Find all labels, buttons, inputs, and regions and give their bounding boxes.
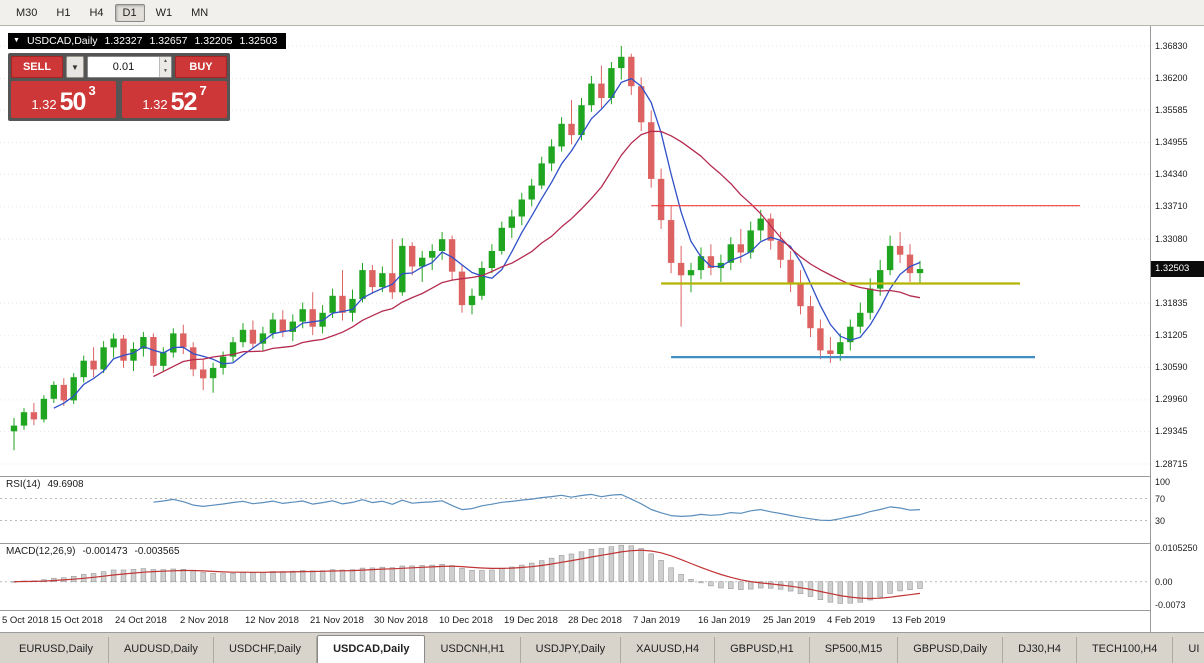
date-tick-label: 25 Jan 2019 (763, 615, 816, 626)
buy-button[interactable]: BUY (175, 56, 227, 78)
price-tick-label: 1.28715 (1155, 458, 1188, 469)
macd-tick-label: -0.0073 (1155, 600, 1186, 610)
volume-value[interactable]: 0.01 (112, 61, 135, 73)
chart-tab-usdcad-daily[interactable]: USDCAD,Daily (317, 635, 426, 663)
price-tick-label: 1.29345 (1155, 426, 1188, 437)
rsi-pane[interactable] (0, 476, 1150, 543)
date-tick-label: 2 Nov 2018 (180, 615, 229, 626)
price-tick-label: 1.33710 (1155, 201, 1188, 212)
volume-spinner[interactable]: ▲ ▼ (159, 57, 171, 77)
date-tick-label: 10 Dec 2018 (439, 615, 493, 626)
price-tick-label: 1.35585 (1155, 104, 1188, 115)
symbol-label: USDCAD,Daily (26, 35, 98, 47)
timeframe-button-w1[interactable]: W1 (148, 4, 181, 22)
buy-price-prefix: 1.32 (142, 97, 168, 112)
timeframe-button-m30[interactable]: M30 (8, 4, 45, 22)
sell-price-sup: 3 (88, 83, 96, 98)
buy-price-sup: 7 (199, 83, 207, 98)
price-tick-label: 1.36830 (1155, 40, 1188, 51)
price-tick-label: 1.29960 (1155, 394, 1188, 405)
chart-tab-tech100-h4[interactable]: TECH100,H4 (1077, 637, 1174, 663)
price-tick-label: 1.34955 (1155, 137, 1188, 148)
price-tick-label: 1.31835 (1155, 297, 1188, 308)
price-tick-label: 1.34340 (1155, 168, 1188, 179)
macd-tick-label: 0.00 (1155, 576, 1173, 587)
chart-tab-ui[interactable]: UI (1173, 637, 1204, 663)
chart-symbol-header[interactable]: ▼ USDCAD,Daily 1.32327 1.32657 1.32205 1… (8, 33, 287, 49)
chart-tab-usdjpy-daily[interactable]: USDJPY,Daily (521, 637, 622, 663)
date-tick-label: 13 Feb 2019 (892, 615, 946, 626)
open-value: 1.32327 (104, 35, 143, 47)
current-price-badge: 1.32503 (1151, 261, 1204, 277)
sell-price-big: 50 (59, 88, 87, 116)
date-tick-label: 15 Oct 2018 (51, 615, 103, 626)
rsi-tick-label: 100 (1155, 477, 1171, 487)
rsi-value: 49.6908 (47, 479, 84, 490)
chart-tab-gbpusd-h1[interactable]: GBPUSD,H1 (715, 637, 810, 663)
date-tick-label: 16 Jan 2019 (698, 615, 751, 626)
chart-tab-sp500-m15[interactable]: SP500,M15 (810, 637, 899, 663)
timeframe-toolbar: M30 H1 H4 D1 W1 MN (0, 0, 1204, 26)
date-tick-label: 24 Oct 2018 (115, 615, 167, 626)
spinner-up-icon[interactable]: ▲ (160, 57, 171, 67)
chart-tab-usdchf-daily[interactable]: USDCHF,Daily (214, 637, 318, 663)
sell-button[interactable]: SELL (11, 56, 63, 78)
macd-signal-value: -0.003565 (134, 546, 180, 557)
sell-price-prefix: 1.32 (31, 97, 57, 112)
macd-pane[interactable] (0, 543, 1150, 610)
rsi-indicator-label: RSI(14) 49.6908 (6, 479, 84, 490)
low-value: 1.32205 (194, 35, 233, 47)
price-tick-label: 1.33080 (1155, 233, 1188, 244)
date-tick-label: 5 Oct 2018 (2, 615, 49, 626)
spinner-down-icon[interactable]: ▼ (160, 67, 171, 77)
rsi-tick-label: 30 (1155, 515, 1166, 526)
rsi-tick-label: 70 (1155, 493, 1166, 504)
macd-tick-label: 0.0105250 (1155, 543, 1198, 553)
date-tick-label: 21 Nov 2018 (310, 615, 364, 626)
timeframe-button-h1[interactable]: H1 (48, 4, 78, 22)
chart-tab-dj30-h4[interactable]: DJ30,H4 (1003, 637, 1077, 663)
macd-indicator-label: MACD(12,26,9) -0.001473 -0.003565 (6, 546, 180, 557)
date-axis[interactable]: 5 Oct 2018 15 Oct 2018 24 Oct 2018 2 Nov 20… (0, 610, 1150, 632)
timeframe-button-d1[interactable]: D1 (114, 3, 145, 22)
chart-tab-xauusd-h4[interactable]: XAUUSD,H4 (621, 637, 716, 663)
macd-main-value: -0.001473 (82, 546, 128, 557)
date-tick-label: 30 Nov 2018 (374, 615, 428, 626)
price-chart-pane[interactable] (0, 26, 1150, 476)
price-axis[interactable]: 1.32503 1.36830 1.36200 1.35585 1.34955 1.34… (1150, 26, 1204, 632)
sell-price-display[interactable]: 1.32 50 3 (11, 81, 116, 118)
chart-area: 5 Oct 2018 15 Oct 2018 24 Oct 2018 2 Nov 20… (0, 26, 1204, 632)
high-value: 1.32657 (149, 35, 188, 47)
date-tick-label: 19 Dec 2018 (504, 615, 558, 626)
volume-stepper[interactable]: 0.01 ▲ ▼ (87, 56, 172, 78)
chart-tab-bar: EURUSD,Daily AUDUSD,Daily USDCHF,Daily USDC… (0, 632, 1204, 663)
buy-price-big: 52 (170, 88, 198, 116)
buy-price-display[interactable]: 1.32 52 7 (122, 81, 227, 118)
chart-tab-usdcnh-h1[interactable]: USDCNH,H1 (425, 637, 521, 663)
chart-tab-audusd-daily[interactable]: AUDUSD,Daily (109, 637, 214, 663)
price-tick-label: 1.36200 (1155, 72, 1188, 83)
dropdown-arrow-icon[interactable]: ▼ (13, 37, 20, 44)
macd-name: MACD(12,26,9) (6, 546, 76, 557)
rsi-name: RSI(14) (6, 479, 41, 490)
date-tick-label: 4 Feb 2019 (827, 615, 876, 626)
chevron-down-icon: ▼ (71, 62, 79, 72)
chart-tab-eurusd-daily[interactable]: EURUSD,Daily (4, 637, 109, 663)
chart-tab-gbpusd-daily[interactable]: GBPUSD,Daily (898, 637, 1004, 663)
one-click-trading-panel: SELL ▼ 0.01 ▲ ▼ BUY 1.32 50 3 (8, 53, 230, 121)
date-tick-label: 28 Dec 2018 (568, 615, 622, 626)
price-tick-label: 1.30590 (1155, 361, 1188, 372)
timeframe-button-h4[interactable]: H4 (81, 4, 111, 22)
close-value: 1.32503 (239, 35, 278, 47)
price-tick-label: 1.31205 (1155, 330, 1188, 341)
date-tick-label: 7 Jan 2019 (633, 615, 681, 626)
date-tick-label: 12 Nov 2018 (245, 615, 299, 626)
timeframe-button-mn[interactable]: MN (183, 4, 216, 22)
volume-dropdown-button[interactable]: ▼ (66, 56, 84, 78)
